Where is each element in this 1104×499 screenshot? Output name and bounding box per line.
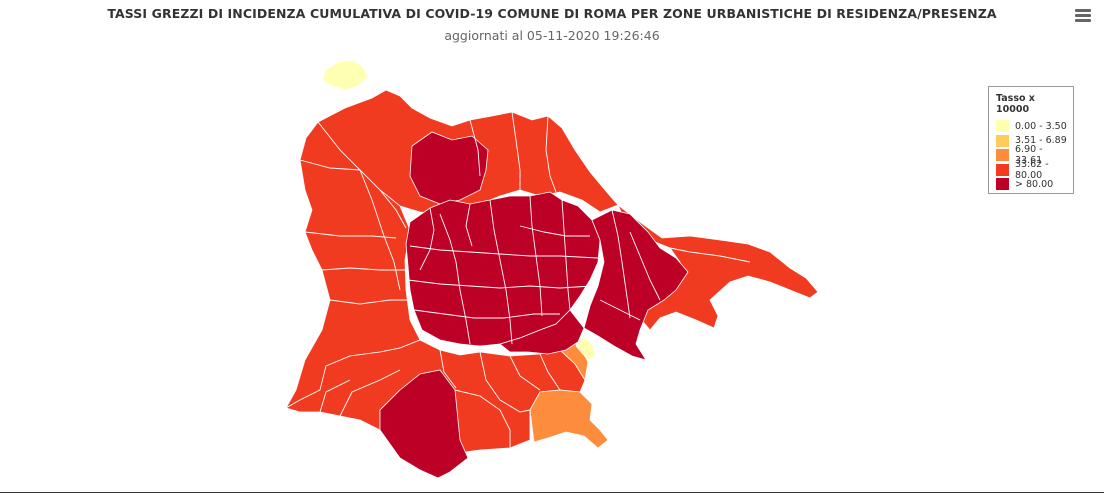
map-legend: Tasso x 10000 0.00 - 3.50 3.51 - 6.89 6.… <box>988 86 1074 194</box>
zone-southwest-wedge[interactable] <box>379 369 469 479</box>
zone-northern-band[interactable] <box>409 131 489 205</box>
zone-southern-core[interactable] <box>499 309 585 355</box>
zone-north-enclave[interactable] <box>321 59 369 91</box>
legend-item[interactable]: 0.00 - 3.50 <box>996 119 1067 134</box>
legend-item[interactable]: 33.62 - 80.00 <box>996 159 1067 181</box>
legend-swatch <box>996 149 1009 162</box>
legend-label: 3.51 - 6.89 <box>1015 135 1067 147</box>
legend-item[interactable]: 3.51 - 6.89 <box>996 134 1067 149</box>
hamburger-menu-icon[interactable] <box>1072 7 1094 25</box>
bottom-divider <box>0 492 1104 493</box>
zone-southeast-area[interactable] <box>529 389 609 449</box>
legend-item[interactable]: > 80.00 <box>996 177 1067 192</box>
zone-southeast-small[interactable] <box>575 335 597 361</box>
menu-bar <box>1075 9 1091 12</box>
menu-bar <box>1075 19 1091 22</box>
chart-subtitle: aggiornati al 05-11-2020 19:26:46 <box>444 28 660 43</box>
legend-item[interactable]: 6.90 - 33.61 <box>996 144 1067 166</box>
zone-eastern-core[interactable] <box>583 209 689 361</box>
legend-label: 33.62 - 80.00 <box>1015 158 1049 181</box>
legend-title: Tasso x 10000 <box>996 93 1035 115</box>
zone-borders <box>299 111 751 448</box>
legend-label: > 80.00 <box>1015 178 1054 190</box>
legend-swatch <box>996 163 1009 176</box>
legend-label: 0.00 - 3.50 <box>1015 120 1067 132</box>
chart-title: TASSI GREZZI DI INCIDENZA CUMULATIVA DI … <box>107 6 997 21</box>
legend-swatch <box>996 178 1009 191</box>
menu-bar <box>1075 14 1091 17</box>
legend-swatch <box>996 134 1009 147</box>
legend-swatch <box>996 120 1009 133</box>
legend-label: 6.90 - 33.61 <box>1015 144 1043 167</box>
zone-central-core[interactable] <box>405 191 601 347</box>
